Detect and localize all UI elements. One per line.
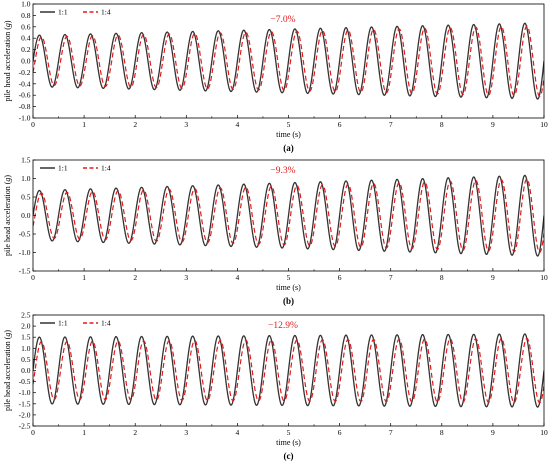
x-tick-label: 2 [133,428,137,437]
y-tick-label: 2.0 [21,322,31,331]
y-tick-label: -1.0 [19,248,31,257]
y-tick-label: 1.5 [21,333,31,342]
x-tick-label: 3 [184,120,188,129]
y-tick-label: -0.2 [19,68,31,77]
reduction-annotation: −9.3% [270,166,295,176]
chart-panel-3: 0 1 2 3 4 5 6 7 8 9 10 2.5 2.0 1.5 1.0 0.5 0.0 -0.5 -1.0 -1… [3,311,548,462]
x-tick-label: 0 [31,273,35,282]
y-tick-label: 0.0 [21,366,31,375]
y-tick-label: 2.5 [21,311,31,320]
x-tick-label: 5 [287,120,291,129]
x-tick-label: 5 [287,273,291,282]
legend: 1:1 1:4 [40,8,111,17]
y-tick-label: 1.0 [21,174,31,183]
y-axis-label: pile head acceleration (g) [3,20,12,101]
x-axis-label: time (s) [276,283,301,292]
x-tick-label: 9 [491,273,495,282]
x-tick-label: 10 [540,273,548,282]
x-tick-label: 0 [31,428,35,437]
y-tick-label: 0.4 [21,34,31,43]
series-line-1-1 [33,174,544,257]
y-tick-label: 1.0 [21,344,31,353]
y-tick-label: 0.2 [21,45,31,54]
y-tick-label: -0.8 [19,102,31,111]
x-tick-label: 9 [491,428,495,437]
y-tick-label: 1.0 [21,0,31,9]
x-tick-label: 8 [440,273,444,282]
y-axis-label: pile head acceleration (g) [3,330,12,411]
x-tick-label: 8 [440,428,444,437]
legend-label-1-4: 1:4 [101,164,111,173]
x-tick-label: 6 [338,428,342,437]
x-axis-label: time (s) [276,130,301,139]
y-tick-label: 0.0 [21,57,31,66]
x-tick-label: 10 [540,428,548,437]
x-tick-label: 6 [338,273,342,282]
y-axis-label: pile head acceleration (g) [3,175,12,256]
x-tick-label: 3 [184,428,188,437]
y-tick-label: -2.5 [19,422,31,431]
x-tick-label: 3 [184,273,188,282]
chart-panel-2: 0 1 2 3 4 5 6 7 8 9 10 1.5 1.0 0.5 0.0 -0.5 -1.0 -1.5 time… [3,156,548,307]
x-tick-label: 1 [82,428,86,437]
y-tick-label: -2.0 [19,410,31,419]
legend: 1:1 1:4 [40,164,111,173]
panel-label: (c) [284,451,294,461]
x-tick-label: 4 [236,120,240,129]
x-tick-label: 5 [287,428,291,437]
x-tick-label: 7 [389,428,393,437]
y-tick-label: -0.4 [19,79,31,88]
y-tick-label: 0.0 [21,211,31,220]
x-tick-label: 7 [389,120,393,129]
y-tick-label: -1.5 [19,399,31,408]
x-axis-label: time (s) [276,438,301,447]
x-tick-label: 1 [82,120,86,129]
y-tick-label: 0.5 [21,193,31,202]
series-line-1-1 [33,22,544,100]
x-tick-label: 8 [440,120,444,129]
legend-label-1-1: 1:1 [58,164,68,173]
series-line-1-4 [33,178,544,254]
panel-label: (a) [283,143,294,153]
y-tick-label: 0.6 [21,22,31,31]
legend-label-1-1: 1:1 [58,8,68,17]
y-tick-label: 1.5 [21,156,31,165]
panel-label: (b) [283,296,294,306]
legend-label-1-4: 1:4 [101,319,111,328]
series-line-1-4 [33,337,544,404]
chart-panel-1: 0 1 2 3 4 5 6 7 8 9 10 1.0 0.8 0.6 0.4 0.2 0.0 -0.2 -0.4 -0… [3,0,548,153]
y-tick-label: -1.5 [19,267,31,276]
legend-label-1-1: 1:1 [58,319,68,328]
x-tick-label: 2 [133,120,137,129]
x-tick-label: 1 [82,273,86,282]
y-tick-label: 0.5 [21,355,31,364]
reduction-annotation: −12.9% [268,321,298,331]
x-tick-label: 9 [491,120,495,129]
x-tick-label: 4 [236,428,240,437]
x-tick-label: 10 [540,120,548,129]
y-tick-label: -1.0 [19,388,31,397]
legend: 1:1 1:4 [40,319,111,328]
legend-label-1-4: 1:4 [101,8,111,17]
x-tick-label: 4 [236,273,240,282]
y-tick-label: 0.8 [21,11,31,20]
y-tick-label: -1.0 [19,114,31,123]
series-line-1-4 [33,25,544,97]
x-tick-label: 0 [31,120,35,129]
x-tick-label: 7 [389,273,393,282]
y-tick-label: -0.6 [19,91,31,100]
series-line-1-1 [33,333,544,408]
y-tick-label: -0.5 [19,377,31,386]
x-tick-label: 6 [338,120,342,129]
x-tick-label: 2 [133,273,137,282]
y-tick-label: -0.5 [19,230,31,239]
reduction-annotation: −7.0% [270,15,295,25]
